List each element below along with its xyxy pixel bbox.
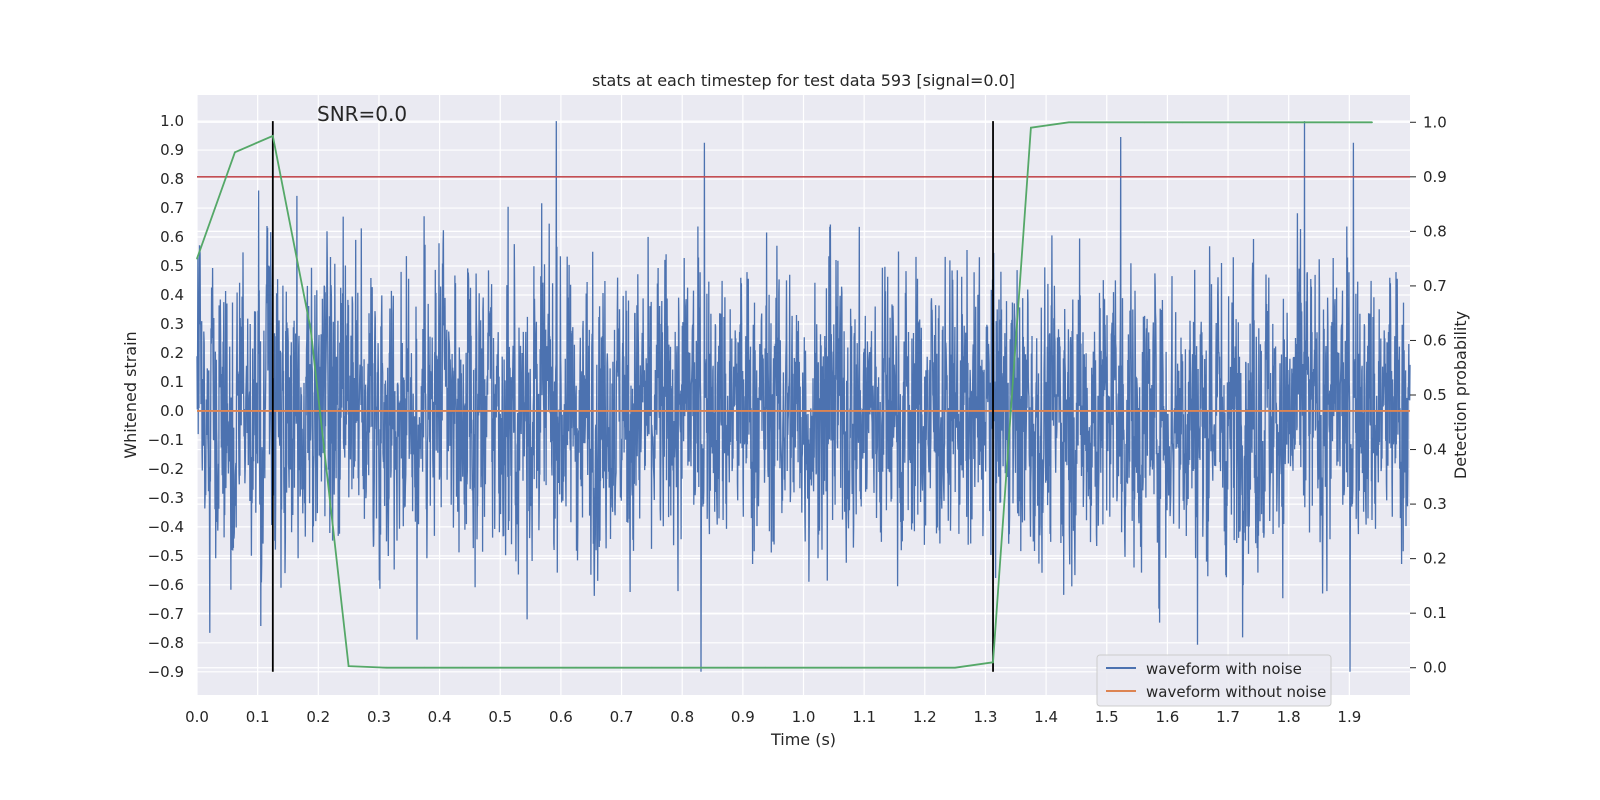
y-tick-label-right: 1.0 (1423, 113, 1447, 131)
y-tick-label-right: 0.3 (1423, 495, 1447, 513)
x-tick-label: 1.5 (1095, 708, 1119, 726)
detection-point (272, 135, 274, 137)
y-tick-label-left: 0.4 (160, 286, 184, 304)
x-tick-label: 0.4 (428, 708, 452, 726)
detection-point (992, 661, 994, 664)
y-tick-label-left: 0.0 (160, 402, 184, 420)
x-tick-label: 1.7 (1216, 708, 1240, 726)
y-tick-label-right: 0.1 (1423, 604, 1447, 622)
y-tick-label-left: −0.4 (148, 518, 184, 536)
x-axis-label: Time (s) (770, 730, 836, 749)
detection-point (575, 666, 577, 669)
detection-point (196, 257, 198, 260)
x-tick-label: 0.3 (367, 708, 391, 726)
snr-annotation: SNR=0.0 (317, 102, 407, 126)
y-tick-label-left: −0.7 (148, 605, 184, 623)
series-line-waveform-with-noise (196, 121, 1411, 672)
detection-point (688, 666, 691, 669)
detection-point (1143, 121, 1146, 124)
ticks: 0.0 0.1 0.2 0.3 0.4 0.5 0.6 0.7 0.8 0.9 1.0 1.1 1.2 1… (148, 112, 1447, 726)
y-tick-label-left: −0.2 (148, 460, 184, 478)
legend-box (1096, 654, 1332, 707)
y-tick-label-left: 0.5 (160, 257, 184, 275)
x-tick-label: 1.6 (1155, 708, 1179, 726)
y-tick-label-left: −0.8 (148, 634, 184, 652)
detection-point (1371, 121, 1373, 124)
y-tick-label-right: 0.9 (1423, 168, 1447, 186)
y-tick-label-left: −0.5 (148, 547, 184, 565)
detection-point (347, 665, 350, 667)
x-tick-label: 0.5 (488, 708, 512, 726)
detection-point (1030, 126, 1032, 129)
detection-point (802, 666, 805, 669)
detection-point (1219, 121, 1222, 124)
detection-point (764, 666, 767, 669)
y-tick-label-left: 1.0 (160, 112, 184, 130)
y-tick-label-right: 0.7 (1423, 277, 1447, 295)
y-tick-label-left: 0.1 (160, 373, 184, 391)
detection-point (385, 666, 388, 669)
legend-label-noisy: waveform with noise (1146, 660, 1302, 678)
y-tick-label-right: 0.8 (1423, 222, 1447, 240)
detection-point (651, 666, 653, 669)
detection-point (916, 666, 919, 669)
detection-point (537, 666, 539, 669)
y-tick-label-left: −0.6 (148, 576, 184, 594)
y-tick-label-left: 0.3 (160, 315, 184, 333)
y-axis-label-left: Whitened strain (121, 331, 140, 458)
y-tick-label-right: 0.6 (1423, 331, 1447, 349)
chart-title: stats at each timestep for test data 593… (592, 71, 1015, 90)
detection-point (726, 666, 729, 669)
y-tick-label-left: 0.2 (160, 344, 184, 362)
x-tick-label: 1.2 (913, 708, 937, 726)
x-tick-label: 0.6 (549, 708, 573, 726)
series-layer (196, 121, 1411, 672)
y-tick-label-left: 0.6 (160, 228, 184, 246)
detection-point (423, 666, 426, 669)
detection-point (309, 328, 312, 331)
x-tick-label: 1.0 (792, 708, 816, 726)
x-tick-label: 0.2 (306, 708, 330, 726)
y-tick-label-left: −0.3 (148, 489, 184, 507)
detection-point (461, 666, 464, 669)
detection-point (613, 666, 615, 669)
legend: waveform with noise waveform without noi… (1096, 654, 1332, 707)
x-tick-label: 1.3 (974, 708, 998, 726)
x-tick-label: 0.0 (185, 708, 209, 726)
series-line-detection-probability (196, 121, 1373, 669)
y-tick-label-left: 0.7 (160, 199, 184, 217)
x-tick-label: 1.8 (1277, 708, 1301, 726)
y-tick-label-right: 0.4 (1423, 441, 1447, 459)
y-tick-label-left: −0.1 (148, 431, 184, 449)
detection-point (1257, 121, 1260, 124)
x-tick-label: 0.7 (610, 708, 634, 726)
y-tick-label-right: 0.0 (1423, 659, 1447, 677)
detection-point (1295, 121, 1298, 124)
detection-point (878, 666, 881, 669)
detection-point (1333, 121, 1335, 124)
x-tick-label: 1.9 (1337, 708, 1361, 726)
y-axis-label-right: Detection probability (1451, 311, 1470, 479)
detection-point (1181, 121, 1184, 124)
detection-point (954, 666, 956, 669)
x-tick-label: 0.8 (670, 708, 694, 726)
y-tick-label-left: −0.9 (148, 663, 184, 681)
detection-point (234, 151, 236, 154)
detection-point (1068, 121, 1070, 124)
legend-label-clean: waveform without noise (1146, 683, 1326, 701)
detection-point (1105, 121, 1108, 124)
y-tick-label-left: 0.9 (160, 141, 184, 159)
x-tick-label: 0.1 (246, 708, 270, 726)
y-tick-label-right: 0.5 (1423, 386, 1447, 404)
x-tick-label: 1.1 (852, 708, 876, 726)
detection-point (499, 666, 502, 669)
detection-point (840, 666, 843, 669)
x-tick-label: 0.9 (731, 708, 755, 726)
y-tick-label-right: 0.2 (1423, 550, 1447, 568)
x-tick-label: 1.4 (1034, 708, 1058, 726)
y-tick-label-left: 0.8 (160, 170, 184, 188)
